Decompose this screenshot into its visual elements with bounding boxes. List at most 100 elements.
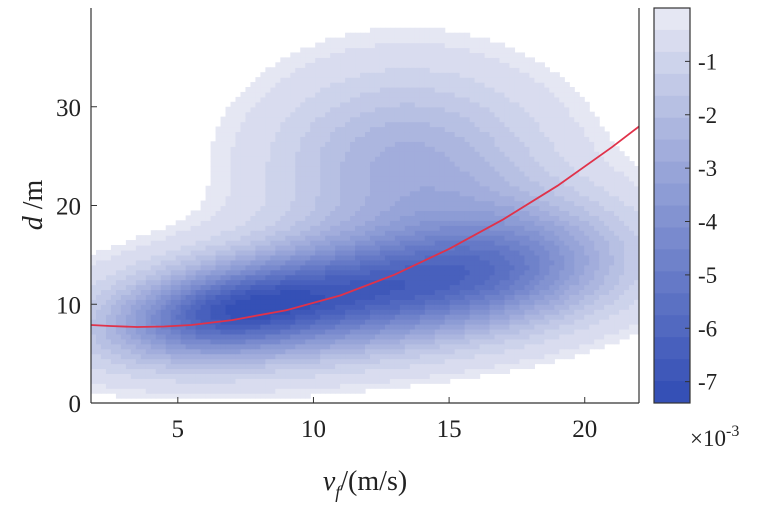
heatmap-cell [374, 180, 381, 187]
heatmap-cell [594, 141, 600, 147]
heatmap-cell [439, 195, 446, 202]
heatmap-cell [624, 264, 630, 271]
heatmap-cell [514, 279, 521, 286]
heatmap-cell [614, 166, 620, 172]
heatmap-cell [544, 343, 550, 350]
heatmap-cell [330, 205, 336, 212]
heatmap-cell [355, 161, 361, 167]
heatmap-cell [245, 319, 252, 325]
heatmap-cell [609, 161, 615, 167]
heatmap-cell [340, 348, 346, 355]
heatmap-cell [140, 333, 147, 340]
heatmap-cell [130, 358, 137, 365]
heatmap-cell [285, 195, 291, 202]
heatmap-cell [374, 279, 381, 286]
heatmap-cell [145, 343, 152, 350]
heatmap-cell [220, 338, 227, 345]
heatmap-cell [300, 333, 306, 340]
heatmap-cell [355, 166, 361, 172]
heatmap-cell [569, 166, 575, 172]
heatmap-cell [345, 235, 351, 241]
heatmap-cell [235, 200, 242, 207]
heatmap-cell [584, 210, 590, 216]
heatmap-cell [589, 185, 595, 192]
heatmap-cell [469, 200, 476, 207]
heatmap-cell [355, 284, 361, 291]
heatmap-cell [315, 170, 321, 177]
heatmap-cell [389, 328, 396, 335]
heatmap-cell [394, 141, 401, 147]
heatmap-cell [320, 146, 326, 152]
heatmap-cell [210, 299, 217, 305]
heatmap-cell [459, 220, 466, 226]
heatmap-cell [275, 200, 281, 207]
heatmap-cell [325, 170, 331, 177]
heatmap-cell [569, 309, 575, 315]
heatmap-cell [210, 254, 217, 261]
heatmap-cell [365, 264, 371, 271]
heatmap-cell [110, 338, 117, 345]
heatmap-cell [479, 264, 486, 271]
heatmap-cell [604, 161, 610, 167]
heatmap-cell [479, 220, 486, 226]
heatmap-cell [160, 245, 167, 251]
heatmap-cell [315, 190, 321, 197]
heatmap-cell [365, 185, 371, 192]
heatmap-cell [340, 190, 346, 197]
heatmap-cell [429, 210, 436, 216]
heatmap-cell [444, 215, 451, 221]
heatmap-cell [260, 161, 266, 167]
heatmap-cell [634, 294, 639, 300]
heatmap-cell [434, 175, 441, 182]
heatmap-cell [549, 284, 555, 291]
heatmap-cell [509, 254, 516, 261]
heatmap-cell [145, 294, 152, 300]
heatmap-cell [220, 393, 227, 399]
heatmap-cell [519, 215, 526, 221]
heatmap-cell [345, 279, 351, 286]
heatmap-cell [434, 215, 441, 221]
heatmap-cell [469, 304, 476, 310]
heatmap-cell [91, 274, 97, 281]
heatmap-cell [424, 373, 431, 379]
heatmap-cell [350, 141, 356, 147]
heatmap-cell [335, 363, 341, 370]
heatmap-cell [365, 205, 371, 212]
heatmap-cell [494, 368, 501, 374]
heatmap-cell [609, 190, 615, 197]
heatmap-cell [180, 304, 187, 310]
heatmap-cell [584, 249, 590, 256]
heatmap-cell [305, 368, 311, 374]
heatmap-cell [409, 333, 416, 340]
heatmap-cell [130, 245, 137, 251]
heatmap-cell [240, 284, 247, 291]
heatmap-cell [125, 249, 132, 256]
heatmap-cell [429, 358, 436, 365]
heatmap-cell [170, 269, 177, 276]
heatmap-cell [479, 358, 486, 365]
heatmap-cell [190, 373, 197, 379]
heatmap-cell [275, 358, 281, 365]
heatmap-cell [404, 338, 411, 345]
heatmap-cell [494, 151, 501, 157]
heatmap-cell [160, 353, 167, 360]
heatmap-cell [95, 304, 102, 310]
heatmap-cell [384, 314, 391, 320]
heatmap-cell [170, 289, 177, 295]
heatmap-cell [424, 225, 431, 231]
heatmap-cell [350, 274, 356, 281]
heatmap-cell [280, 161, 286, 167]
heatmap-cell [185, 254, 192, 261]
heatmap-cell [539, 269, 545, 276]
heatmap-cell [504, 195, 511, 202]
heatmap-cell [260, 220, 266, 226]
heatmap-cell [345, 388, 351, 394]
heatmap-cell [275, 284, 281, 291]
heatmap-cell [399, 264, 406, 271]
heatmap-cell [629, 235, 635, 241]
heatmap-cell [479, 190, 486, 197]
heatmap-cell [265, 245, 271, 251]
heatmap-cell [170, 230, 177, 236]
heatmap-cell [165, 230, 172, 236]
heatmap-cell [120, 304, 127, 310]
